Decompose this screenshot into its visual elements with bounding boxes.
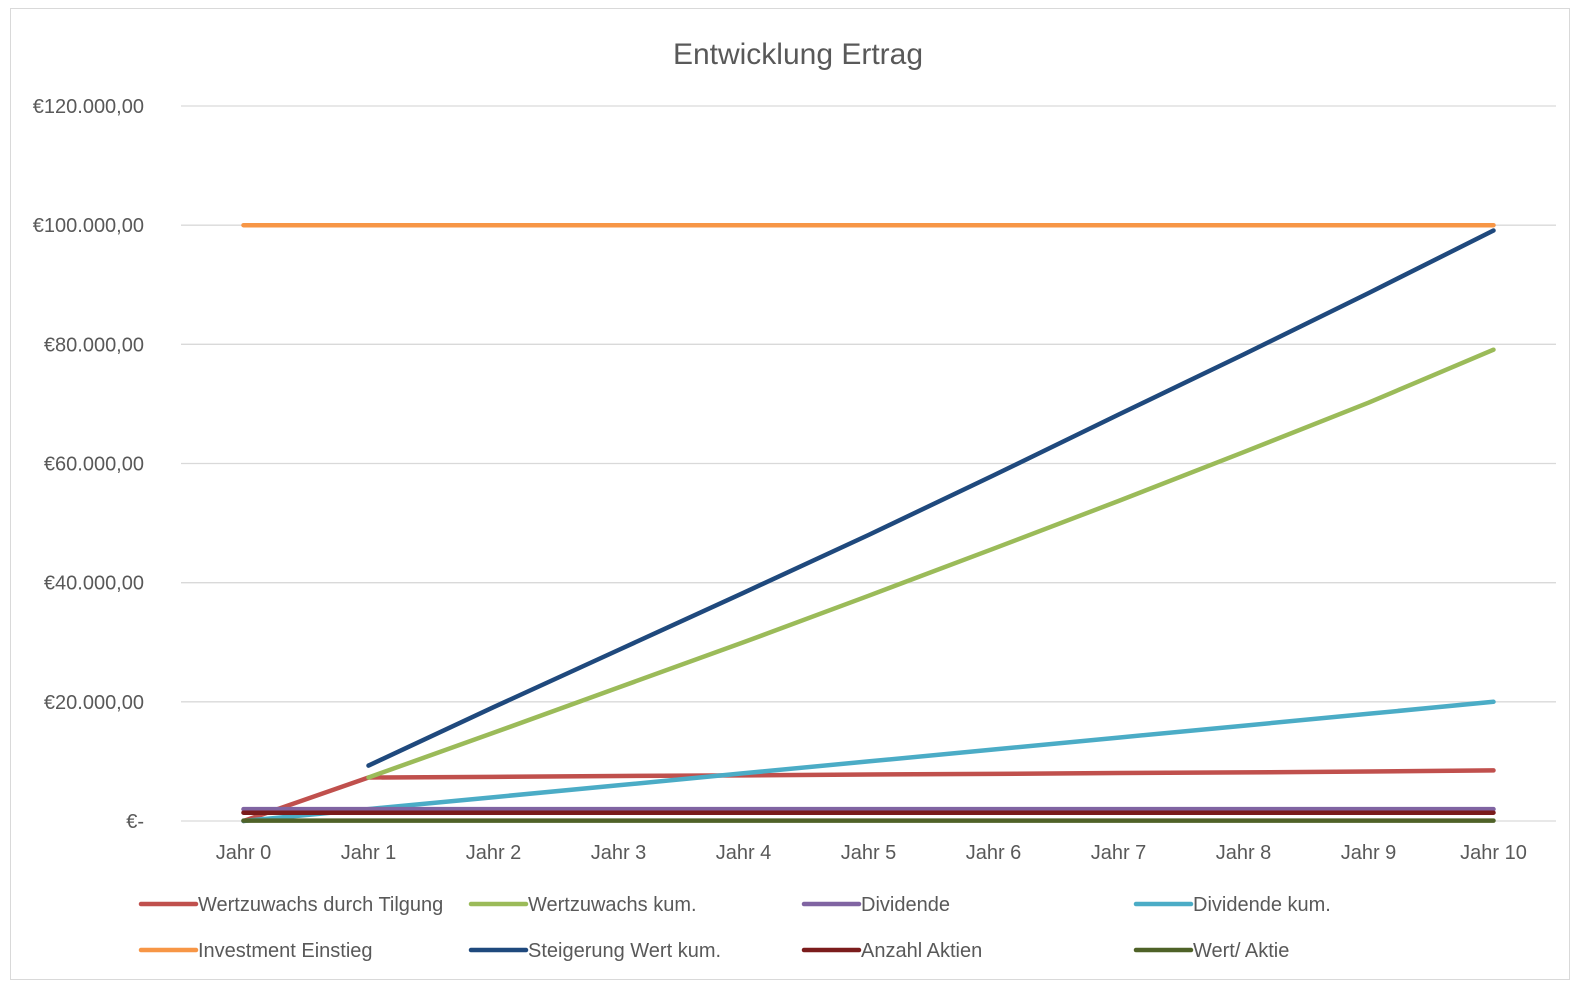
legend-label-wertzuwachs-durch-tilgung: Wertzuwachs durch Tilgung	[198, 894, 443, 916]
chart-title: Entwicklung Ertrag	[673, 38, 923, 71]
x-axis-ticks: Jahr 0 Jahr 1 Jahr 2 Jahr 3 Jahr 4 Jahr 5 Jahr…	[216, 842, 1527, 864]
x-tick-label-8: Jahr 8	[1216, 842, 1272, 864]
legend: Wertzuwachs durch Tilgung Wertzuwachs kum…	[138, 894, 1331, 962]
y-tick-label-1: €20.000,00	[44, 692, 144, 714]
x-tick-label-10: Jahr 10	[1460, 842, 1527, 864]
x-tick-label-1: Jahr 1	[341, 842, 397, 864]
x-tick-label-0: Jahr 0	[216, 842, 272, 864]
y-tick-label-5: €100.000,00	[33, 215, 144, 237]
x-tick-label-7: Jahr 7	[1091, 842, 1147, 864]
x-tick-label-2: Jahr 2	[466, 842, 522, 864]
x-tick-label-4: Jahr 4	[716, 842, 772, 864]
legend-label-dividende-kum: Dividende kum.	[1193, 894, 1331, 916]
legend-label-wert-aktie: Wert/ Aktie	[1193, 940, 1289, 962]
y-tick-label-2: €40.000,00	[44, 573, 144, 595]
series-line-wertzuwachs-kum	[366, 347, 1496, 780]
y-tick-label-6: €120.000,00	[33, 96, 144, 118]
line-chart: Entwicklung Ertrag €- €20.000,00 €40.000,0…	[33, 38, 1556, 962]
y-tick-label-3: €60.000,00	[44, 454, 144, 476]
x-tick-label-3: Jahr 3	[591, 842, 647, 864]
y-tick-label-0: €-	[126, 811, 144, 833]
series-lines	[241, 222, 1496, 824]
legend-label-steigerung-wert-kum: Steigerung Wert kum.	[528, 940, 721, 962]
x-tick-label-9: Jahr 9	[1341, 842, 1397, 864]
legend-label-wertzuwachs-kum: Wertzuwachs kum.	[528, 894, 697, 916]
x-tick-label-5: Jahr 5	[841, 842, 897, 864]
legend-label-dividende: Dividende	[861, 894, 950, 916]
legend-label-investment-einstieg: Investment Einstieg	[198, 940, 373, 962]
y-tick-label-4: €80.000,00	[44, 334, 144, 356]
x-tick-label-6: Jahr 6	[966, 842, 1022, 864]
series-line-steigerung-wert-kum	[366, 228, 1496, 768]
legend-label-anzahl-aktien: Anzahl Aktien	[861, 940, 982, 962]
chart-container: Entwicklung Ertrag €- €20.000,00 €40.000,0…	[10, 8, 1570, 980]
y-axis-ticks: €- €20.000,00 €40.000,00 €60.000,00 €80.000,…	[33, 96, 144, 833]
